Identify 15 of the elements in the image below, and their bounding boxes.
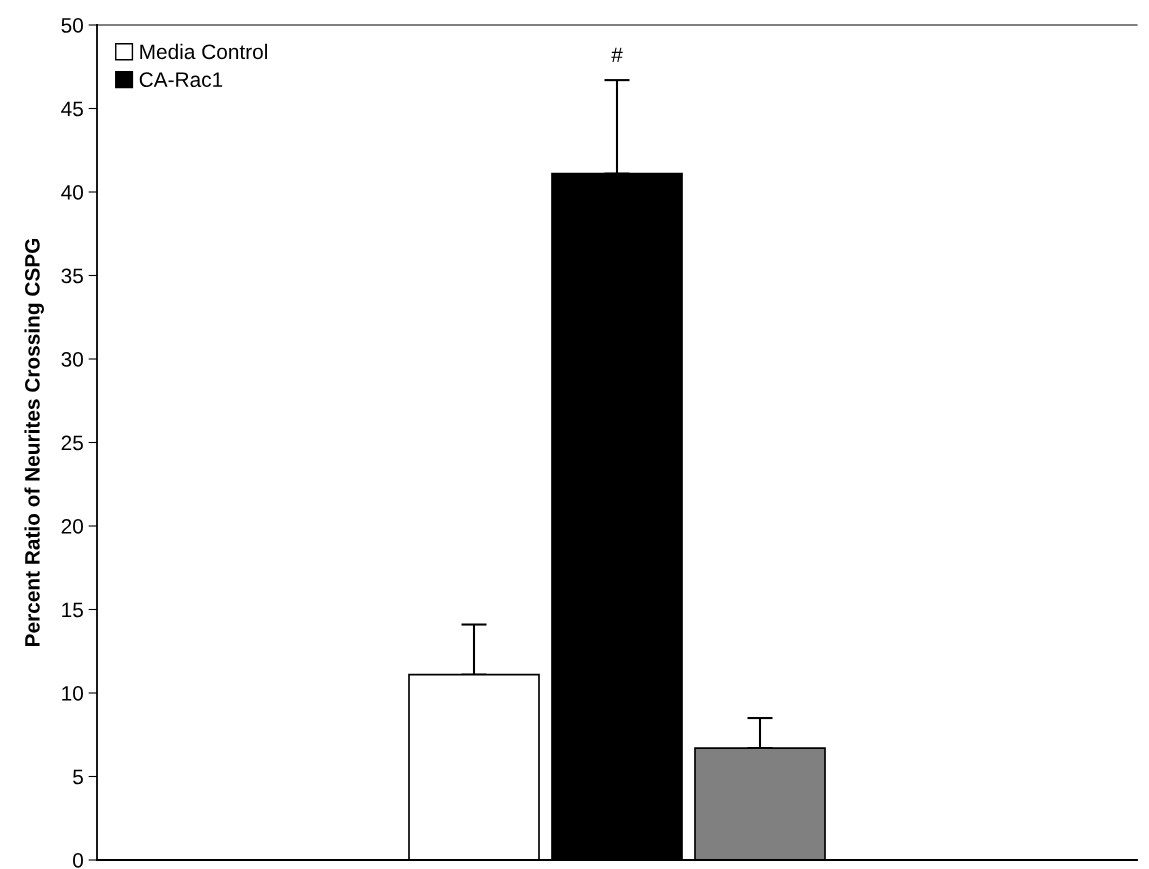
y-tick-label: 45	[61, 101, 83, 117]
legend-label: Media Control	[140, 43, 267, 60]
y-tick-label: 35	[61, 268, 83, 284]
y-tick-label: 20	[61, 519, 83, 534]
y-tick-label: 30	[61, 352, 83, 367]
y-axis-title: Percent Ratio of Neurites Crossing CSPG	[24, 238, 44, 646]
y-tick-label: 5	[73, 769, 83, 785]
annotation: #	[611, 47, 623, 62]
y-tick-label: 25	[61, 435, 83, 451]
y-tick-label: 0	[73, 853, 83, 868]
legend-label: CA-Rac1	[139, 72, 223, 88]
y-tick-label: 10	[62, 686, 83, 701]
y-tick-label: 50	[61, 18, 83, 33]
y-tick-label: 40	[61, 185, 83, 200]
y-tick-label: 15	[62, 602, 83, 618]
